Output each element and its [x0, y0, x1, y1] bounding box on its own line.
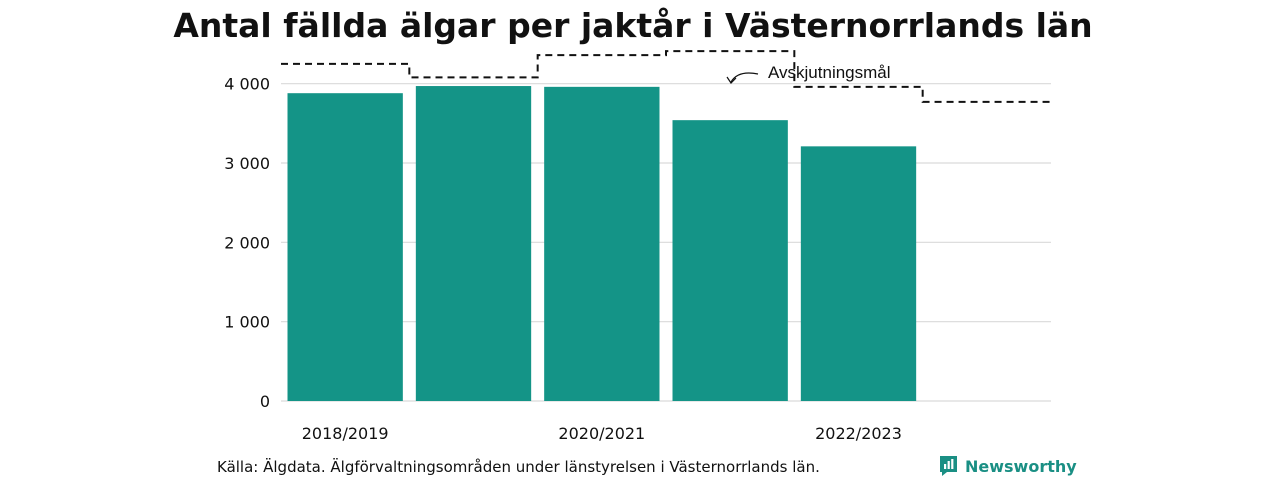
- brand-name: Newsworthy: [965, 456, 1077, 476]
- bar: [287, 93, 403, 401]
- chart-title: Antal fällda älgar per jaktår i Västerno…: [173, 6, 1093, 45]
- brand-logo[interactable]: Newsworthy: [938, 455, 1077, 477]
- y-tick-label: 1 000: [224, 313, 270, 332]
- bar: [672, 120, 788, 401]
- y-tick-label: 0: [260, 392, 270, 411]
- y-tick-label: 3 000: [224, 154, 270, 173]
- bar: [415, 86, 532, 402]
- annotation-arrowhead: [726, 76, 737, 84]
- source-note: Källa: Älgdata. Älgförvaltningsområden u…: [217, 458, 820, 476]
- annotation-arrow: [730, 72, 759, 83]
- gridlines: [281, 83, 1051, 402]
- target-step-line: [281, 50, 1051, 103]
- annotation: Avskjutningsmål: [726, 63, 891, 84]
- axes: 0 1 000 2 000 3 000 4 000 2018/2019 2020/2021 2…: [224, 75, 902, 443]
- bars: [287, 86, 917, 402]
- y-tick-label: 2 000: [224, 233, 270, 252]
- x-tick-label: 2018/2019: [302, 424, 389, 443]
- x-tick-label: 2020/2021: [558, 424, 645, 443]
- x-tick-label: 2022/2023: [815, 424, 902, 443]
- bar: [544, 86, 660, 401]
- newsworthy-logo-icon: [940, 456, 957, 476]
- target-line: [281, 50, 1051, 103]
- target-label: Avskjutningsmål: [768, 63, 891, 82]
- bar: [800, 146, 917, 401]
- y-tick-label: 4 000: [224, 75, 270, 94]
